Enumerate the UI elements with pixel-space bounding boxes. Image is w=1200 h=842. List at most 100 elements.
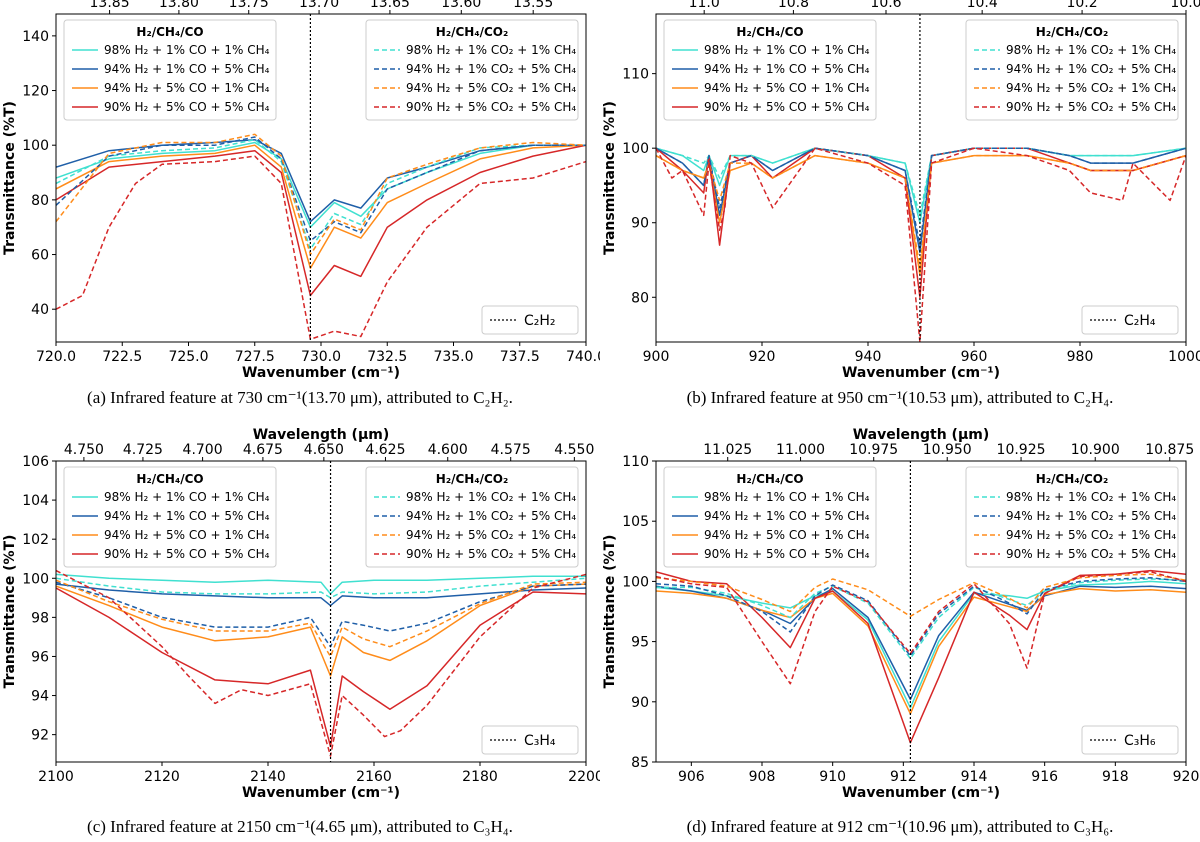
legend-label: 98% H₂ + 1% CO₂ + 1% CH₄: [1006, 43, 1176, 57]
series-line-7: [56, 133, 586, 256]
chart-c: 2100 2120 2140 2160 2180 2200 92 94 96 98 100 102 10…: [2, 427, 600, 801]
y-axis-label: Transmittance (%T): [602, 535, 618, 689]
legend-label: C₂H₄: [1124, 313, 1156, 329]
legend-label: 98% H₂ + 1% CO₂ + 1% CH₄: [1006, 490, 1176, 504]
series-line-1: [56, 573, 586, 595]
legend-label: 90% H₂ + 5% CO + 5% CH₄: [104, 547, 270, 561]
legend-box: [365, 19, 579, 121]
x-tick-label: 912: [890, 769, 917, 785]
legend-box: [63, 466, 277, 568]
top-tick-label: 4.575: [491, 442, 531, 458]
legend-label: 94% H₂ + 5% CO + 1% CH₄: [704, 81, 870, 95]
series-line-3: [656, 587, 1186, 715]
y-tick-label: 90: [631, 695, 649, 711]
legend-label: 94% H₂ + 1% CO₂ + 5% CH₄: [406, 62, 576, 76]
legend-box: [1081, 305, 1179, 335]
caption-d: (d) Infrared feature at 912 cm⁻¹(10.96 μ…: [686, 817, 1114, 836]
series-line-6: [56, 581, 586, 648]
series-line-1: [656, 580, 1186, 709]
chart-d: 906 908 910 912 914 916 918 920 85 90 95 100 105 110 1…: [602, 427, 1200, 801]
y-axis-label: Transmittance (%T): [2, 535, 18, 689]
x-tick-label: 906: [678, 769, 705, 785]
y-tick-label: 140: [22, 29, 49, 45]
legend-label: 90% H₂ + 5% CO₂ + 5% CH₄: [1006, 547, 1176, 561]
x-tick-label: 2160: [356, 769, 392, 785]
series-line-8: [656, 147, 1186, 342]
x-tick-label: 732.5: [367, 349, 407, 365]
y-tick-label: 90: [631, 216, 649, 232]
y-tick-label: 102: [22, 532, 49, 548]
legend-label: 90% H₂ + 5% CO + 5% CH₄: [104, 100, 270, 114]
legend-label: 94% H₂ + 1% CO + 5% CH₄: [704, 509, 870, 523]
legend-co: H₂/CH₄/CO 98% H₂ + 1% CO + 1% CH₄ 94% H₂ +…: [663, 466, 877, 568]
legend-co2: H₂/CH₄/CO₂ 98% H₂ + 1% CO₂ + 1% CH₄ 94% H₂…: [965, 466, 1179, 568]
legend-label: 94% H₂ + 5% CO₂ + 1% CH₄: [1006, 528, 1176, 542]
y-tick-label: 94: [31, 689, 49, 705]
series-line-7: [656, 573, 1186, 618]
top-tick-label: 4.675: [243, 442, 283, 458]
x-tick-label: 916: [1031, 769, 1058, 785]
series-line-6: [656, 577, 1186, 657]
top-tick-label: 4.625: [365, 442, 405, 458]
series-line-8: [56, 569, 586, 757]
legend-vline: C₂H₂: [481, 305, 579, 335]
legend-title: H₂/CH₄/CO₂: [436, 472, 508, 486]
series-line-3: [56, 583, 586, 677]
x-tick-label: 2140: [250, 769, 286, 785]
x-tick-label: 960: [961, 349, 988, 365]
legend-title: H₂/CH₄/CO: [736, 472, 803, 486]
legend-box: [481, 725, 579, 755]
y-tick-label: 100: [622, 574, 649, 590]
series-line-8: [656, 571, 1186, 685]
legend-box: [663, 466, 877, 568]
series-line-2: [56, 138, 586, 223]
panel-d: 906 908 910 912 914 916 918 920 85 90 95 100 105 110 1…: [600, 421, 1200, 842]
x-tick-label: 2120: [144, 769, 180, 785]
legend-label: 94% H₂ + 1% CO + 5% CH₄: [104, 509, 270, 523]
y-tick-label: 120: [22, 84, 49, 100]
x-tick-label: 920: [1173, 769, 1200, 785]
panel-c: 2100 2120 2140 2160 2180 2200 92 94 96 98 100 102 10…: [0, 421, 600, 842]
legend-co2: H₂/CH₄/CO₂ 98% H₂ + 1% CO₂ + 1% CH₄ 94% H₂…: [965, 19, 1179, 121]
top-tick-label: 10.900: [1071, 442, 1120, 458]
legend-box: [965, 466, 1179, 568]
x-tick-label: 908: [749, 769, 776, 785]
top-tick-label: 11.025: [703, 442, 752, 458]
series-line-1: [56, 141, 586, 228]
top-tick-label: 4.700: [183, 442, 223, 458]
top-tick-label: 4.600: [428, 442, 468, 458]
x-tick-label: 725.0: [168, 349, 208, 365]
x-tick-label: 720.0: [36, 349, 76, 365]
top-tick-label: 10.0: [1170, 0, 1200, 11]
chart-b: 900 920 940 960 980 1000 80 90 100 110 11.0 10.8 10.…: [602, 0, 1200, 380]
panel-a: 720.0 722.5 725.0 727.5 730.0 732.5 735.0 737.5…: [0, 0, 600, 421]
top-tick-label: 10.950: [923, 442, 972, 458]
legend-co2: H₂/CH₄/CO₂ 98% H₂ + 1% CO₂ + 1% CH₄ 94% H₂…: [365, 19, 579, 121]
x-tick-label: 737.5: [500, 349, 540, 365]
top-tick-label: 10.4: [967, 0, 998, 11]
x-axis-label: Wavenumber (cm⁻¹): [842, 365, 1000, 380]
legend-label: C₂H₂: [524, 313, 556, 329]
legend-label: 90% H₂ + 5% CO₂ + 5% CH₄: [1006, 100, 1176, 114]
y-axis-label: Transmittance (%T): [602, 101, 618, 255]
top-tick-label: 13.85: [90, 0, 130, 11]
plot-area: [56, 569, 586, 757]
x-tick-label: 2200: [568, 769, 600, 785]
x-tick-label: 740.0: [566, 349, 600, 365]
series-line-6: [656, 147, 1186, 246]
panel-b: 900 920 940 960 980 1000 80 90 100 110 11.0 10.8 10.…: [600, 0, 1200, 421]
top-tick-label: 4.650: [304, 442, 344, 458]
legend-vline: C₃H₆: [1081, 725, 1179, 755]
y-tick-label: 110: [622, 454, 649, 470]
top-tick-label: 13.75: [229, 0, 269, 11]
legend-label: 90% H₂ + 5% CO₂ + 5% CH₄: [406, 547, 576, 561]
x-tick-label: 735.0: [433, 349, 473, 365]
plot-area: [656, 147, 1186, 342]
legend-label: 94% H₂ + 5% CO₂ + 1% CH₄: [406, 81, 576, 95]
caption-c: (c) Infrared feature at 2150 cm⁻¹(4.65 μ…: [87, 817, 513, 836]
series-line-3: [56, 144, 586, 269]
legend-label: 94% H₂ + 5% CO₂ + 1% CH₄: [406, 528, 576, 542]
y-tick-label: 100: [22, 571, 49, 587]
legend-vline: C₂H₄: [1081, 305, 1179, 335]
legend-label: 90% H₂ + 5% CO + 5% CH₄: [704, 547, 870, 561]
